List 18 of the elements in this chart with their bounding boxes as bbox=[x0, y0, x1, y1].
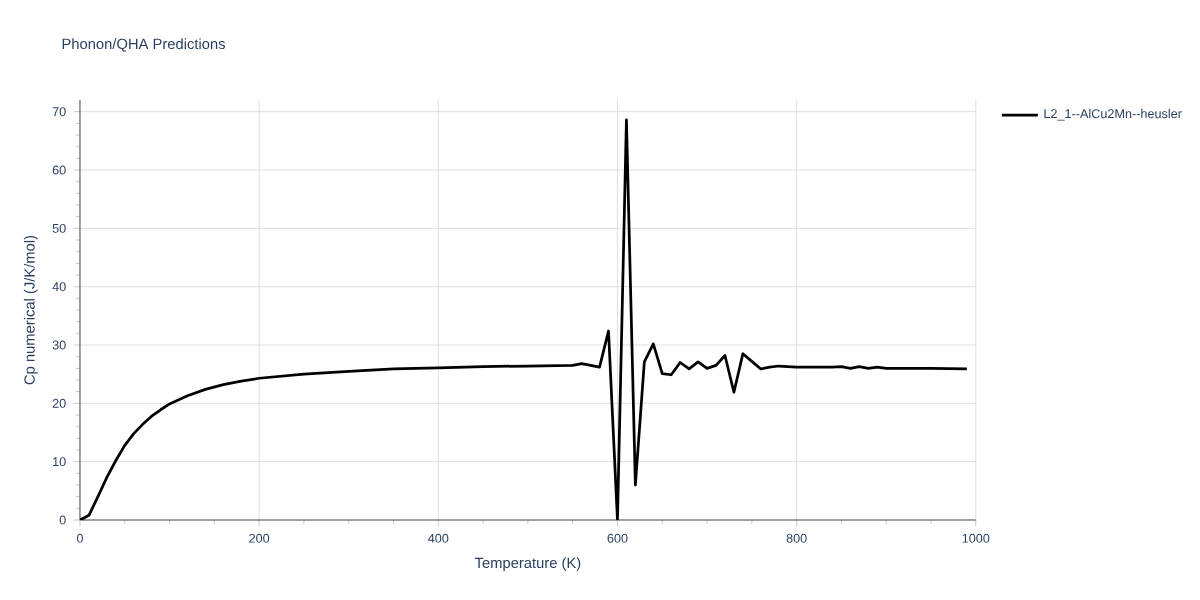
y-tick-label: 0 bbox=[59, 515, 66, 525]
y-tick-label: 10 bbox=[53, 457, 66, 467]
y-tick-label: 60 bbox=[52, 165, 66, 175]
x-tick-label: 600 bbox=[607, 533, 628, 543]
x-tick-label: 400 bbox=[428, 533, 449, 543]
y-tick-label: 20 bbox=[52, 398, 66, 408]
y-axis-title: Cp numerical (J/K/mol) bbox=[23, 235, 38, 385]
y-tick-label: 30 bbox=[52, 340, 66, 350]
x-tick-label: 800 bbox=[786, 533, 807, 543]
x-tick-label: 0 bbox=[76, 533, 84, 543]
y-tick-label: 50 bbox=[52, 223, 66, 233]
x-tick-label: 1000 bbox=[962, 533, 990, 543]
y-tick-label: 40 bbox=[52, 282, 66, 292]
x-axis-title: Temperature (K) bbox=[474, 557, 581, 571]
chart-title: Phonon/QHA Predictions bbox=[62, 38, 225, 52]
x-tick-label: 200 bbox=[249, 533, 270, 543]
y-tick-label: 70 bbox=[52, 107, 66, 117]
legend-label: L2_1--AlCu2Mn--heusler bbox=[1044, 108, 1182, 121]
